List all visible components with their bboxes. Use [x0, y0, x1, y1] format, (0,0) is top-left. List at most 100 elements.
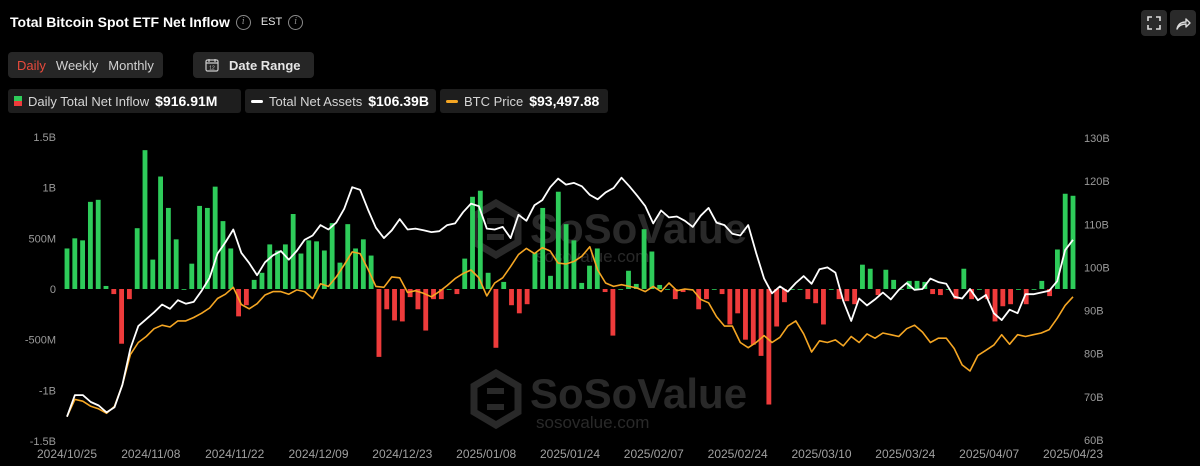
x-tick-label: 2025/01/08: [456, 447, 516, 461]
inflow-bar: [719, 289, 725, 295]
legend-value: $106.39B: [368, 93, 429, 109]
inflow-bar: [134, 228, 140, 289]
inflow-bar: [95, 199, 101, 289]
inflow-bar: [282, 244, 288, 289]
inflow-bar: [384, 289, 390, 310]
inflow-bar: [197, 205, 202, 289]
inflow-bar: [204, 207, 210, 289]
tab-daily[interactable]: Daily: [17, 57, 46, 73]
inflow-bar: [641, 229, 647, 289]
inflow-bar: [345, 224, 351, 289]
x-tick-label: 2024/12/23: [372, 447, 432, 461]
y-right-tick-label: 80B: [1084, 349, 1104, 361]
inflow-bar: [524, 289, 530, 305]
y-right-tick-label: 130B: [1084, 133, 1110, 145]
inflow-bar: [945, 289, 951, 290]
legend-value: $916.91M: [155, 93, 218, 109]
inflow-bar: [844, 289, 850, 302]
inflow-bar: [727, 289, 733, 325]
inflow-bar: [782, 289, 787, 303]
inflow-bar: [836, 289, 842, 300]
y-left-tick-label: -500M: [25, 335, 56, 347]
tab-monthly[interactable]: Monthly: [108, 57, 154, 73]
inflow-bar: [821, 289, 826, 325]
inflow-bar: [1008, 289, 1014, 305]
x-tick-label: 2025/02/07: [624, 447, 684, 461]
inflow-bar: [376, 289, 382, 357]
inflow-bar: [220, 221, 226, 289]
inflow-bar: [758, 289, 764, 356]
inflow-bar: [665, 289, 670, 290]
tab-weekly[interactable]: Weekly: [55, 57, 99, 73]
timezone-info-icon[interactable]: i: [288, 14, 304, 30]
inflow-bar: [563, 224, 569, 289]
y-right-tick-label: 110B: [1084, 219, 1109, 231]
x-tick-label: 2024/11/08: [121, 447, 180, 461]
inflow-bar: [470, 196, 475, 289]
inflow-bar: [532, 252, 538, 289]
legend-item-net-inflow[interactable]: Daily Total Net Inflow $916.91M: [8, 89, 241, 113]
inflow-bar: [1015, 289, 1021, 290]
inflow-bar: [306, 240, 312, 289]
legend-item-btc-price[interactable]: BTC Price $93,497.88: [440, 89, 608, 113]
inflow-bar: [485, 272, 491, 289]
inflow-bar: [259, 272, 265, 289]
y-left-tick-label: 1B: [43, 183, 56, 195]
y-left-tick-label: 0: [50, 284, 56, 296]
inflow-bar: [805, 289, 811, 300]
x-tick-label: 2024/10/25: [37, 447, 97, 461]
x-tick-label: 2025/04/07: [959, 447, 1019, 461]
inflow-bar: [548, 275, 553, 289]
x-tick-label: 2025/01/24: [540, 447, 600, 461]
fullscreen-button[interactable]: [1141, 10, 1167, 36]
inflow-bar: [750, 289, 756, 345]
inflow-bar: [930, 289, 936, 295]
inflow-bar: [867, 268, 873, 289]
inflow-bar: [158, 176, 163, 289]
inflow-bar: [743, 289, 748, 340]
info-icon[interactable]: i: [235, 14, 251, 30]
inflow-bar: [275, 250, 280, 289]
inflow-bar: [587, 265, 592, 289]
date-range-label: Date Range: [229, 57, 301, 73]
inflow-bar: [72, 238, 78, 289]
inflow-bar: [142, 150, 148, 289]
calendar-icon: 12: [205, 59, 219, 72]
inflow-bar: [696, 289, 702, 310]
inflow-bar: [368, 255, 374, 289]
inflow-bar: [314, 241, 319, 289]
inflow-bar: [111, 289, 117, 295]
period-tabs: Daily Weekly Monthly: [8, 52, 163, 78]
svg-text:12: 12: [209, 66, 215, 72]
inflow-bar: [353, 248, 358, 289]
inflow-bar: [236, 289, 241, 317]
y-left-tick-label: -1.5B: [30, 436, 56, 448]
inflow-bar: [961, 268, 967, 289]
share-button[interactable]: [1170, 10, 1196, 36]
inflow-bar: [938, 289, 943, 296]
inflow-bar: [80, 240, 86, 289]
watermark-brand: SoSoValue: [530, 205, 747, 252]
net-assets-line: [66, 176, 1074, 418]
inflow-bar: [1062, 193, 1068, 289]
inflow-bar: [501, 281, 507, 289]
line-swatch-icon: [446, 99, 458, 103]
inflow-bar: [212, 186, 218, 289]
share-icon: [1176, 18, 1191, 30]
inflow-bar: [626, 270, 631, 289]
watermark-logo-icon: [470, 368, 522, 430]
y-left-tick-label: -1B: [39, 385, 56, 397]
inflow-bar: [173, 239, 179, 289]
inflow-bar: [415, 289, 421, 310]
inflow-bar: [813, 289, 819, 304]
x-tick-label: 2024/11/22: [205, 447, 264, 461]
inflow-bar: [774, 289, 780, 327]
inflow-bar: [875, 289, 881, 296]
inflow-bar: [165, 207, 171, 289]
date-range-button[interactable]: 12 Date Range: [193, 52, 314, 78]
legend-item-net-assets[interactable]: Total Net Assets $106.39B: [245, 89, 436, 113]
inflow-bar: [1000, 289, 1006, 307]
inflow-bar: [516, 289, 522, 314]
inflow-bar: [407, 289, 413, 298]
inflow-bar: [914, 280, 920, 289]
